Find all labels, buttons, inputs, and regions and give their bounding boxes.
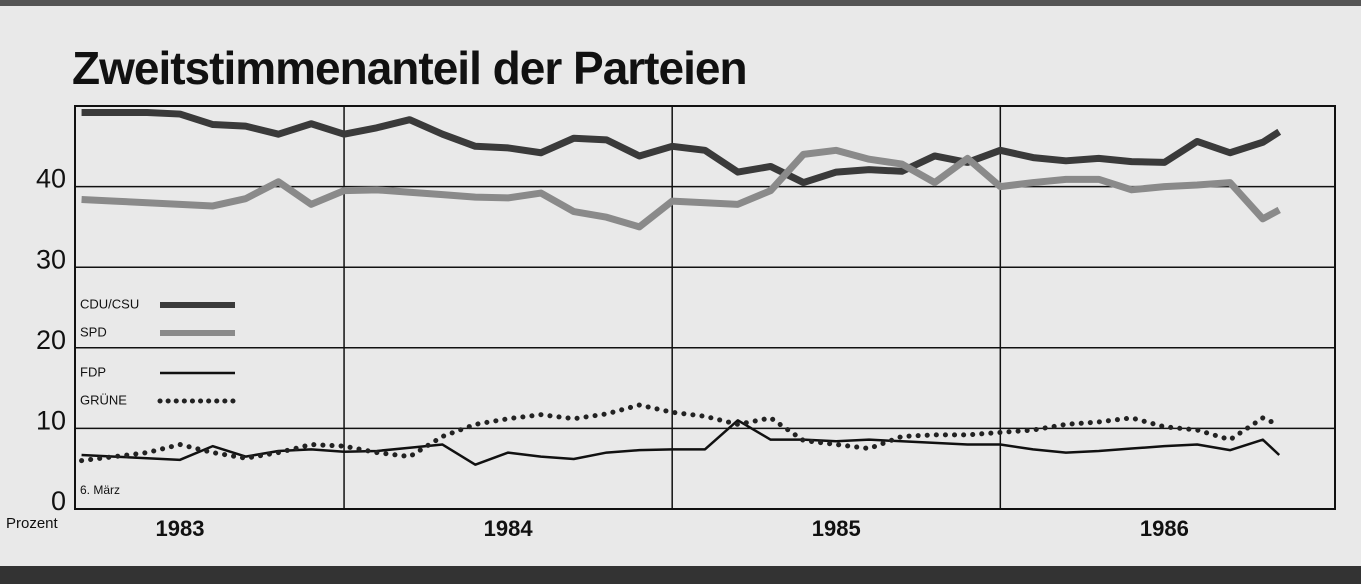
y-axis-label: Prozent bbox=[6, 515, 59, 532]
y-tick-label: 20 bbox=[36, 325, 66, 355]
y-tick-label: 40 bbox=[36, 164, 66, 194]
bottom-edge bbox=[0, 566, 1361, 584]
x-tick-label: 1984 bbox=[484, 516, 534, 541]
y-tick-label: 0 bbox=[51, 486, 66, 516]
series-line bbox=[81, 146, 1281, 231]
legend-label: FDP bbox=[80, 364, 106, 379]
y-tick-label: 30 bbox=[36, 244, 66, 274]
annotation: 6. März bbox=[80, 483, 120, 497]
top-edge bbox=[0, 0, 1361, 6]
y-tick-label: 10 bbox=[36, 406, 66, 436]
x-tick-label: 1985 bbox=[812, 516, 861, 541]
chart-title: Zweitstimmenanteil der Parteien bbox=[72, 42, 747, 94]
legend-label: SPD bbox=[80, 324, 107, 339]
x-tick-label: 1983 bbox=[156, 516, 205, 541]
legend-label: CDU/CSU bbox=[80, 296, 139, 311]
x-tick-label: 1986 bbox=[1140, 516, 1189, 541]
series-line bbox=[81, 419, 1281, 466]
series-line bbox=[81, 108, 1282, 187]
legend-label: GRÜNE bbox=[80, 392, 127, 407]
